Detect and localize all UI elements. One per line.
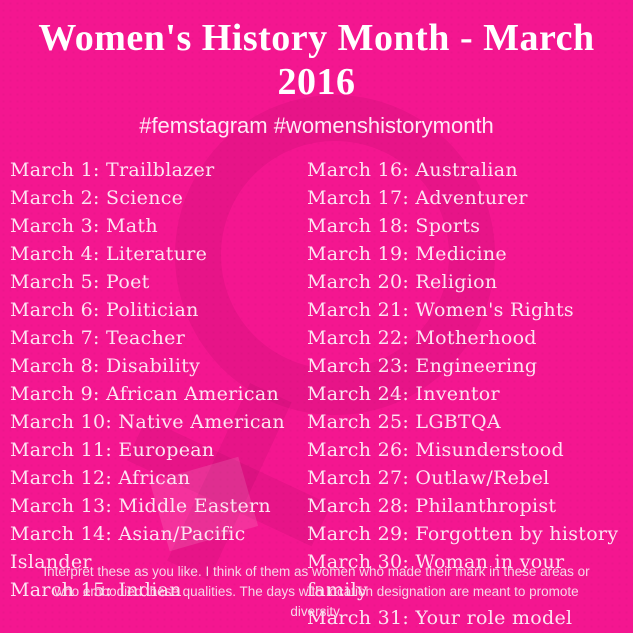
list-item: March 10: Native American — [10, 411, 285, 433]
list-item: March 16: Australian — [307, 159, 518, 181]
list-item: March 5: Poet — [10, 271, 150, 293]
list-item: March 1: Trailblazer — [10, 159, 215, 181]
list-item: March 31: Your role model — [307, 607, 573, 629]
list-item: March 13: Middle Eastern — [10, 495, 271, 517]
list-item: March 17: Adventurer — [307, 187, 528, 209]
day-list: March 1: Trailblazer March 2: Science Marc… — [0, 139, 633, 632]
list-item: March 11: European — [10, 439, 215, 461]
day-list-column-right: March 16: Australian March 17: Adventurer… — [307, 156, 627, 632]
list-item: March 14: Asian/Pacific Islander — [10, 523, 246, 573]
list-item: March 19: Medicine — [307, 243, 507, 265]
list-item: March 3: Math — [10, 215, 158, 237]
list-item: March 4: Literature — [10, 243, 208, 265]
list-item: March 9: African American — [10, 383, 279, 405]
list-item: March 12: African — [10, 467, 191, 489]
list-item: March 6: Politician — [10, 299, 199, 321]
hashtags-line: #femstagram #womenshistorymonth — [139, 113, 494, 138]
footer-note: Interpret these as you like. I think of … — [43, 564, 590, 619]
list-item: March 24: Inventor — [307, 383, 500, 405]
page-title: Women's History Month - March 2016 — [38, 17, 595, 103]
list-item: March 22: Motherhood — [307, 327, 537, 349]
list-item: March 25: LGBTQA — [307, 411, 501, 433]
list-item: March 18: Sports — [307, 215, 481, 237]
list-item: March 30: Woman in your family — [307, 551, 565, 601]
list-item: March 26: Misunderstood — [307, 439, 564, 461]
list-item: March 7: Teacher — [10, 327, 186, 349]
list-item: March 27: Outlaw/Rebel — [307, 467, 550, 489]
list-item: March 2: Science — [10, 187, 184, 209]
list-item: March 28: Philanthropist — [307, 495, 557, 517]
list-item: March 20: Religion — [307, 271, 498, 293]
list-item: March 21: Women's Rights — [307, 299, 574, 321]
list-item: March 23: Engineering — [307, 355, 538, 377]
day-list-column-left: March 1: Trailblazer March 2: Science Marc… — [10, 156, 307, 632]
list-item: March 8: Disability — [10, 355, 201, 377]
list-item: March 29: Forgotten by history — [307, 523, 619, 545]
list-item: March 15: Indian — [10, 579, 182, 601]
